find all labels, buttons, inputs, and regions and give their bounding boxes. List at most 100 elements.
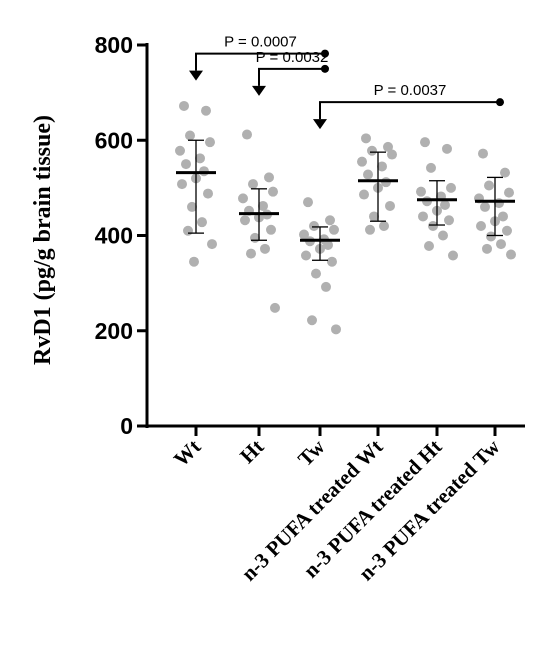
data-point [440, 200, 450, 211]
data-point [205, 137, 215, 148]
data-point [195, 153, 205, 164]
y-tick-label: 400 [95, 223, 133, 249]
data-point [325, 215, 335, 226]
bracket-endpoint [321, 64, 329, 73]
data-point [331, 324, 341, 335]
x-tick-label: Wt [169, 435, 206, 472]
data-point [307, 315, 317, 326]
data-point [329, 224, 339, 235]
data-point [181, 159, 191, 170]
bracket-arrowhead [313, 119, 327, 130]
data-point [416, 186, 426, 197]
data-point [175, 145, 185, 156]
p-value-label: P = 0.0007 [224, 34, 297, 51]
data-point [301, 250, 311, 261]
data-point [187, 201, 197, 212]
data-point [357, 156, 367, 167]
data-point [500, 167, 510, 178]
data-point [486, 231, 496, 242]
bracket-line [319, 101, 500, 120]
p-value-label: P = 0.0037 [374, 82, 447, 99]
data-point [260, 243, 270, 254]
data-point [363, 169, 373, 180]
data-point [177, 179, 187, 190]
data-point [270, 302, 280, 313]
y-tick-label: 800 [95, 32, 133, 58]
bracket-endpoint [496, 98, 504, 107]
data-point [369, 211, 379, 222]
data-point [242, 129, 252, 140]
y-tick-label: 600 [95, 127, 133, 153]
data-point [323, 240, 333, 251]
data-point [420, 137, 430, 148]
data-point [367, 145, 377, 156]
x-tick-label: Ht [235, 435, 268, 468]
data-point [496, 239, 506, 250]
data-points [175, 100, 516, 335]
data-point [383, 141, 393, 152]
data-point [240, 215, 250, 226]
data-point [303, 197, 313, 208]
data-point [377, 161, 387, 172]
p-value-label: P = 0.0032 [256, 49, 329, 66]
x-axis: Wt Ht Twn-3 PUFA treated Wtn-3 PUFA treate… [145, 424, 525, 586]
data-point [246, 248, 256, 259]
data-point [183, 225, 193, 236]
data-point [438, 230, 448, 241]
data-point [207, 239, 217, 250]
data-point [327, 256, 337, 267]
data-point [359, 189, 369, 200]
data-point [446, 182, 456, 193]
data-point [189, 256, 199, 267]
data-point [387, 149, 397, 160]
data-point [197, 217, 207, 228]
data-point [484, 180, 494, 191]
y-axis: 0 200 400 600 800 [95, 32, 149, 439]
data-point [299, 229, 309, 240]
data-point [248, 179, 258, 190]
x-tick-label: Tw [293, 434, 330, 471]
data-point [321, 281, 331, 292]
data-point [504, 187, 514, 198]
data-point [444, 215, 454, 226]
data-point [506, 249, 516, 260]
data-point [385, 200, 395, 211]
data-point [476, 220, 486, 231]
data-point [203, 188, 213, 199]
data-point [442, 143, 452, 154]
data-point [379, 220, 389, 231]
data-point [424, 240, 434, 251]
data-point [185, 130, 195, 141]
bracket-endpoint [321, 49, 329, 58]
data-point [418, 211, 428, 222]
y-tick-label: 200 [95, 318, 133, 344]
data-point [426, 162, 436, 173]
data-point [448, 250, 458, 261]
data-point [480, 201, 490, 212]
y-tick-label: 0 [120, 413, 133, 439]
bracket-line [258, 67, 325, 86]
data-point [309, 220, 319, 231]
data-point [482, 243, 492, 254]
data-point [238, 193, 248, 204]
y-axis-label: RvD1 (pg/g brain tissue) [30, 115, 56, 365]
data-point [268, 186, 278, 197]
data-point [311, 268, 321, 279]
data-point [502, 225, 512, 236]
bracket-arrowhead [252, 85, 266, 96]
bracket-line [195, 52, 325, 71]
data-point [428, 220, 438, 231]
data-point [365, 224, 375, 235]
data-point [498, 211, 508, 222]
mean-and-error-bars [176, 139, 515, 261]
bracket-arrowhead [189, 70, 203, 81]
data-point [264, 172, 274, 183]
data-point [478, 148, 488, 159]
data-point [361, 133, 371, 144]
data-point [258, 200, 268, 211]
data-point [266, 224, 276, 235]
data-point [179, 100, 189, 111]
data-point [201, 105, 211, 116]
